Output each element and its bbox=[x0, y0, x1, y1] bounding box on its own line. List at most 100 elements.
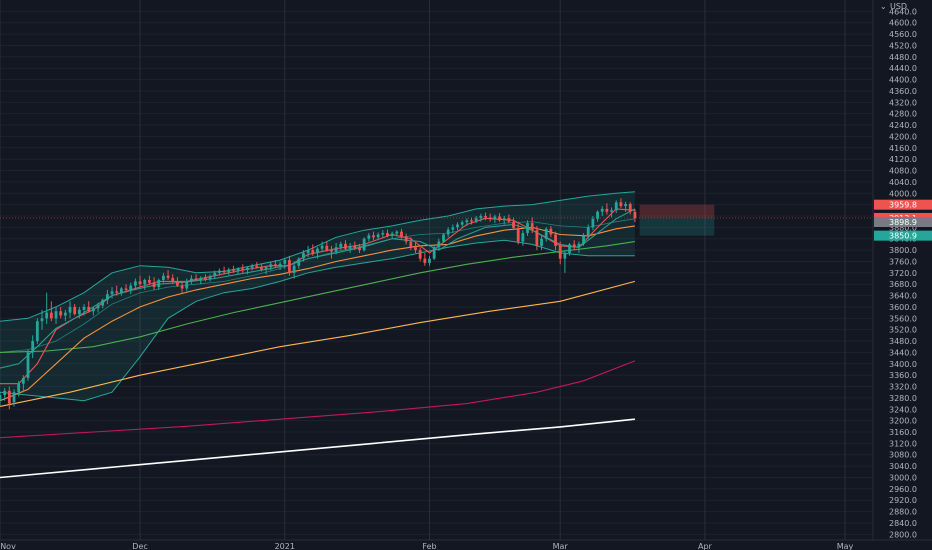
candle-body bbox=[152, 282, 156, 288]
price-badge: 3959.8 bbox=[874, 199, 932, 210]
candle bbox=[68, 301, 72, 319]
candle bbox=[246, 266, 249, 275]
currency-chevron-icon[interactable]: ⌄ bbox=[880, 2, 887, 11]
candle-body bbox=[600, 208, 604, 212]
candle bbox=[105, 289, 109, 305]
candle-body bbox=[185, 281, 189, 289]
price-tick-label: 3600.0 bbox=[889, 303, 917, 312]
price-badge-label: 3850.9 bbox=[889, 232, 917, 241]
candle-body bbox=[437, 241, 441, 248]
candle bbox=[320, 241, 324, 252]
candle-body bbox=[325, 245, 329, 251]
candle bbox=[362, 237, 366, 252]
candle-body bbox=[404, 236, 408, 242]
price-axis[interactable]: USD ⌄ 2800.0 2840.0 2880.0 2920.0 2960.0 3000… bbox=[874, 2, 932, 539]
candle bbox=[250, 263, 254, 271]
candle bbox=[278, 261, 282, 270]
candle-body bbox=[96, 305, 100, 309]
candle bbox=[502, 216, 506, 225]
candle bbox=[241, 264, 245, 273]
price-tick-label: 3040.0 bbox=[889, 462, 917, 471]
price-tick-label: 2880.0 bbox=[889, 508, 917, 517]
price-tick-label: 4320.0 bbox=[889, 98, 917, 107]
candle-body bbox=[87, 306, 91, 312]
candle bbox=[133, 278, 137, 290]
candle bbox=[381, 230, 385, 238]
candle-body bbox=[133, 281, 137, 286]
candle bbox=[554, 231, 557, 251]
price-tick-label: 4120.0 bbox=[889, 155, 917, 164]
candle-body bbox=[129, 285, 133, 290]
candle-body bbox=[358, 247, 361, 251]
price-tick-label: 4600.0 bbox=[889, 19, 917, 28]
price-tick-label: 4640.0 bbox=[889, 7, 917, 16]
candle-body bbox=[488, 217, 492, 219]
candle-body bbox=[26, 352, 30, 378]
price-tick-label: 3480.0 bbox=[889, 337, 917, 346]
candle-body bbox=[227, 269, 231, 273]
candle-body bbox=[451, 227, 455, 230]
time-tick-label: May bbox=[837, 542, 854, 550]
indicator-line bbox=[0, 280, 636, 407]
indicator-line bbox=[0, 418, 635, 479]
candle bbox=[619, 198, 623, 209]
candle bbox=[35, 318, 39, 344]
candle bbox=[236, 267, 240, 275]
price-axis-ticks: 2800.0 2840.0 2880.0 2920.0 2960.0 3000.0 3040… bbox=[889, 7, 917, 539]
candle-body bbox=[274, 264, 277, 266]
candle-body bbox=[40, 318, 44, 322]
candle bbox=[372, 231, 375, 241]
candle-body bbox=[208, 276, 212, 280]
candle-body bbox=[311, 250, 315, 253]
candle bbox=[129, 282, 133, 295]
candle-body bbox=[470, 220, 473, 222]
candle bbox=[87, 301, 91, 313]
candle-body bbox=[241, 268, 245, 270]
price-tick-label: 3760.0 bbox=[889, 257, 917, 266]
candle bbox=[306, 245, 310, 258]
candle bbox=[316, 247, 319, 259]
candle bbox=[451, 224, 455, 234]
candle-body bbox=[614, 202, 618, 211]
candle bbox=[358, 243, 361, 253]
candle bbox=[526, 220, 529, 236]
candle-body bbox=[110, 291, 114, 295]
candle bbox=[516, 221, 520, 245]
candle bbox=[31, 335, 35, 359]
candle-body bbox=[278, 263, 282, 266]
candle bbox=[530, 217, 534, 234]
price-tick-label: 3800.0 bbox=[889, 246, 917, 255]
time-axis[interactable]: Nov Dec 2021 Feb Mar Apr May bbox=[0, 542, 853, 550]
candle bbox=[302, 250, 305, 262]
candle-body bbox=[213, 272, 217, 277]
candle-body bbox=[190, 278, 193, 282]
candle-body bbox=[544, 228, 548, 239]
candle bbox=[73, 304, 77, 316]
candle-body bbox=[91, 308, 95, 312]
candle-body bbox=[348, 245, 352, 249]
indicator-line bbox=[0, 241, 635, 353]
price-tick-label: 3240.0 bbox=[889, 405, 917, 414]
candle-body bbox=[199, 277, 203, 280]
candle-body bbox=[484, 216, 487, 218]
bollinger-basis bbox=[0, 218, 635, 353]
time-tick-label: Mar bbox=[553, 542, 569, 550]
candle-body bbox=[82, 306, 86, 310]
candle-body bbox=[400, 231, 403, 237]
candle-body bbox=[297, 258, 301, 266]
candle bbox=[274, 260, 277, 268]
candle bbox=[395, 230, 399, 237]
candle bbox=[283, 258, 287, 269]
candle bbox=[549, 225, 553, 238]
candle-body bbox=[157, 279, 161, 288]
price-tick-label: 3360.0 bbox=[889, 371, 917, 380]
candle-body bbox=[591, 218, 595, 228]
candle-body bbox=[395, 231, 399, 234]
candle-body bbox=[283, 260, 287, 264]
candle bbox=[474, 216, 478, 224]
price-tick-label: 4160.0 bbox=[889, 144, 917, 153]
candle-body bbox=[236, 268, 240, 271]
price-tick-label: 3560.0 bbox=[889, 314, 917, 323]
candle bbox=[586, 224, 590, 239]
